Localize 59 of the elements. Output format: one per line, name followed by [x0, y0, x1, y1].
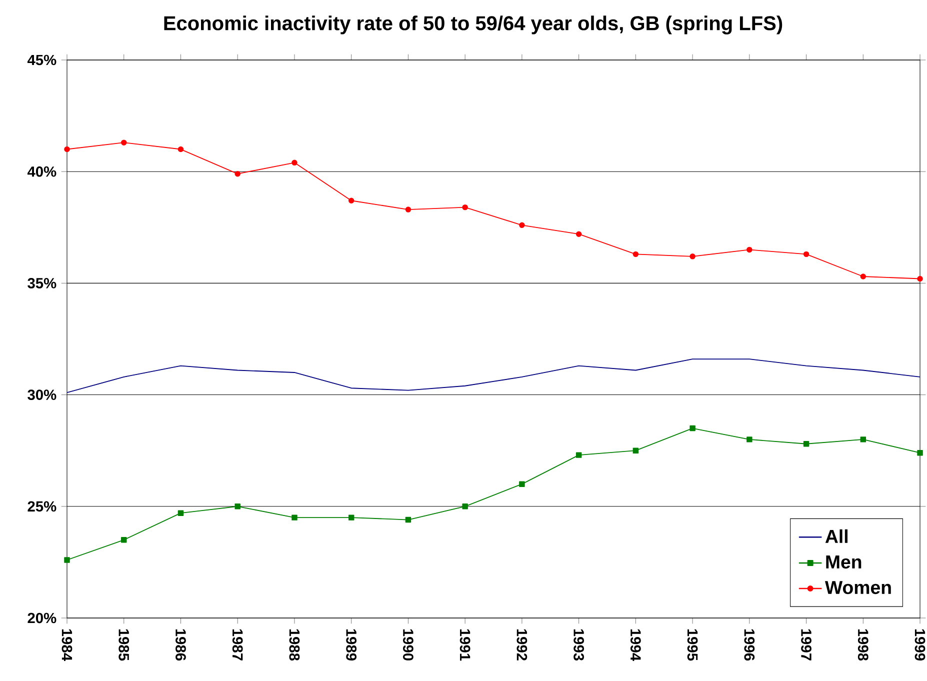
- x-tick-label: 1998: [858, 629, 868, 661]
- y-tick-label: 35%: [28, 278, 56, 288]
- point: [462, 504, 468, 510]
- point: [178, 146, 184, 152]
- x-tick-label: 1993: [574, 629, 584, 660]
- point: [462, 204, 468, 210]
- x-tick-label: 1997: [801, 629, 812, 660]
- point: [803, 441, 810, 447]
- x-tick-label: 1999: [914, 629, 926, 660]
- point: [746, 436, 752, 442]
- legend-label: Women: [824, 581, 891, 594]
- x-tick-label: 1986: [176, 629, 186, 660]
- point: [917, 450, 923, 456]
- point: [519, 481, 525, 487]
- x-tick-label: 1984: [62, 629, 72, 661]
- point: [519, 222, 525, 228]
- x-tick-label: 1991: [460, 629, 470, 661]
- point: [292, 160, 298, 166]
- x-tick-label: 1989: [346, 629, 357, 660]
- legend-label: Men: [826, 556, 862, 569]
- chart-title: Economic inactivity rate of 50 to 59/64 year olds, GB (spring LFS): [164, 16, 782, 34]
- point: [234, 170, 240, 177]
- point: [292, 514, 298, 520]
- point: [917, 276, 923, 282]
- point: [405, 516, 412, 523]
- point: [632, 448, 639, 454]
- point: [690, 254, 696, 260]
- x-tick-label: 1994: [630, 629, 641, 661]
- y-tick-label: 30%: [28, 390, 56, 400]
- y-tick-label: 40%: [27, 166, 56, 177]
- x-tick-label: 1988: [289, 629, 300, 661]
- x-tick-label: 1990: [403, 629, 414, 660]
- x-tick-label: 1987: [232, 629, 243, 660]
- point: [178, 510, 184, 516]
- line-series: [67, 358, 920, 394]
- point: [348, 514, 354, 520]
- point: [632, 251, 639, 258]
- point: [64, 146, 70, 152]
- x-tick-label: 1995: [687, 629, 698, 661]
- point: [746, 246, 752, 253]
- x-tick-label: 1992: [516, 629, 528, 660]
- y-tick-label: 20%: [28, 612, 56, 624]
- point: [405, 206, 412, 212]
- point: [576, 452, 582, 458]
- point: [860, 436, 866, 442]
- y-tick-label: 25%: [28, 501, 56, 512]
- y-tick-label: 45%: [27, 54, 56, 66]
- point: [690, 425, 696, 432]
- x-tick-label: 1996: [744, 629, 755, 660]
- point: [576, 231, 582, 237]
- point: [803, 251, 810, 258]
- point: [121, 537, 127, 543]
- point: [860, 274, 866, 280]
- legend-label: All: [825, 529, 848, 543]
- x-tick-label: 1985: [118, 629, 130, 661]
- point: [348, 198, 354, 204]
- point: [64, 557, 70, 563]
- point: [234, 504, 240, 510]
- point: [121, 140, 127, 146]
